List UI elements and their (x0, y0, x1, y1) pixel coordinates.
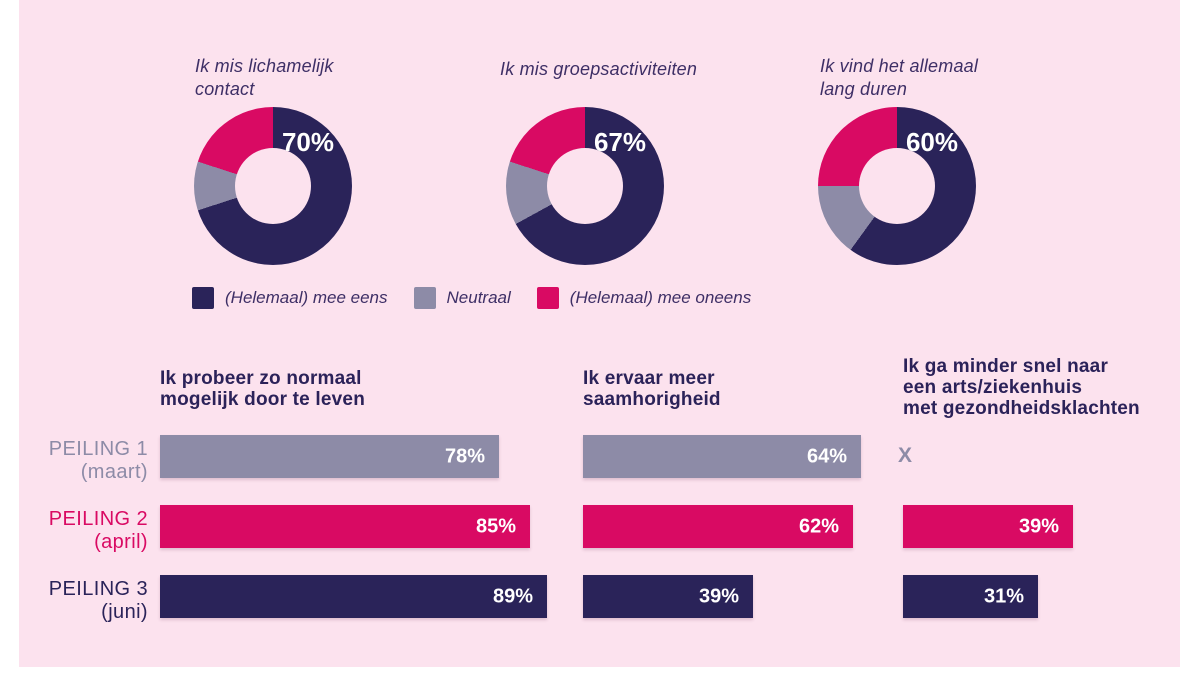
legend-item-neutraal: Neutraal (413, 287, 511, 309)
bar-peiling3-saamhorigheid: 39% (583, 575, 753, 618)
title-line: lang duren (820, 79, 908, 99)
bar-peiling1-saamhorigheid: 64% (583, 435, 861, 478)
legend-item-mee-oneens: (Helemaal) mee oneens (536, 287, 752, 309)
bar-column-header-arts-ziekenhuis: Ik ga minder snel naar een arts/ziekenhu… (903, 356, 1163, 419)
title-line: contact (195, 79, 255, 99)
donut-title-lichamelijk-contact: Ik mis lichamelijk contact (195, 55, 365, 101)
header-line: Ik ga minder snel naar (903, 356, 1109, 377)
bar-peiling3-normaal-leven: 89% (160, 575, 547, 618)
bar-value-label: 39% (698, 585, 739, 607)
row-label-title: PEILING 1 (48, 438, 148, 460)
donut-title-groepsactiviteiten: Ik mis groepsactiviteiten (500, 58, 760, 81)
legend-label: (Helemaal) mee oneens (569, 288, 752, 307)
legend-swatch-neutraal (413, 287, 436, 309)
bar-value-label: 64% (806, 445, 847, 467)
bar-value-label: 39% (1018, 515, 1059, 537)
donut-percentage-label: 60% (905, 127, 958, 157)
bar-column-header-saamhorigheid: Ik ervaar meer saamhorigheid (583, 368, 783, 410)
header-line: mogelijk door te leven (160, 389, 366, 410)
title-line: Ik vind het allemaal (820, 56, 979, 76)
bar-peiling2-normaal-leven: 85% (160, 505, 530, 548)
donut-percentage-label: 70% (281, 127, 334, 157)
legend-label: Neutraal (446, 288, 511, 307)
bar-value-label: 89% (492, 585, 533, 607)
donut-chart-lichamelijk-contact: 70% (194, 107, 352, 265)
row-label-month: (april) (94, 531, 148, 553)
donut-hole (235, 148, 311, 224)
row-label-peiling-2: PEILING 2 (april) (20, 508, 148, 554)
header-line: saamhorigheid (583, 389, 721, 410)
row-label-title: PEILING 3 (48, 578, 148, 600)
donut-hole (547, 148, 623, 224)
donut-hole (859, 148, 935, 224)
row-label-title: PEILING 2 (48, 508, 148, 530)
legend-label: (Helemaal) mee eens (225, 288, 388, 307)
row-label-peiling-3: PEILING 3 (juni) (20, 578, 148, 624)
header-line: met gezondheidsklachten (903, 398, 1140, 419)
donut-percentage-label: 67% (593, 127, 646, 157)
donut-legend: (Helemaal) mee eens Neutraal (Helemaal) … (192, 287, 777, 309)
header-line: Ik probeer zo normaal (160, 368, 362, 389)
legend-item-mee-eens: (Helemaal) mee eens (192, 287, 388, 309)
donut-chart-lang-duren: 60% (818, 107, 976, 265)
header-line: een arts/ziekenhuis (903, 377, 1083, 398)
donut-title-lang-duren: Ik vind het allemaal lang duren (820, 55, 1010, 101)
row-label-peiling-1: PEILING 1 (maart) (20, 438, 148, 484)
legend-swatch-mee-oneens (536, 287, 559, 309)
row-label-month: (juni) (101, 601, 148, 623)
bar-value-label: 78% (444, 445, 485, 467)
bar-value-label: 31% (983, 585, 1024, 607)
bar-value-label: 62% (798, 515, 839, 537)
bar-value-label: 85% (475, 515, 516, 537)
bar-peiling2-arts-ziekenhuis: 39% (903, 505, 1073, 548)
bar-peiling2-saamhorigheid: 62% (583, 505, 853, 548)
bar-column-header-normaal-leven: Ik probeer zo normaal mogelijk door te l… (160, 368, 400, 410)
bar-peiling3-arts-ziekenhuis: 31% (903, 575, 1038, 618)
header-line: Ik ervaar meer (583, 368, 715, 389)
no-data-x-marker: X (898, 444, 913, 467)
title-line: Ik mis groepsactiviteiten (500, 59, 698, 79)
donut-chart-groepsactiviteiten: 67% (506, 107, 664, 265)
row-label-month: (maart) (80, 461, 148, 483)
bar-peiling1-normaal-leven: 78% (160, 435, 499, 478)
legend-swatch-mee-eens (192, 287, 214, 309)
title-line: Ik mis lichamelijk (195, 56, 334, 76)
